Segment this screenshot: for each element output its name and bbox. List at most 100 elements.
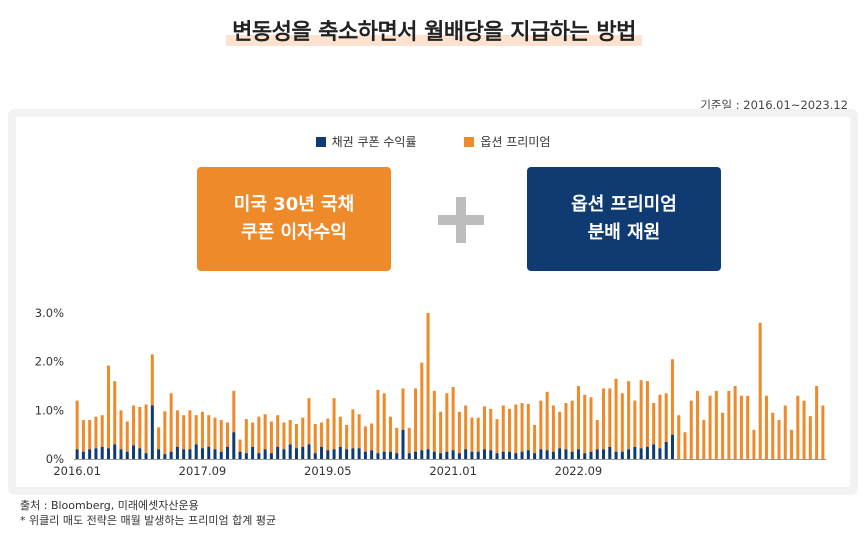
bar-premium xyxy=(790,429,794,459)
bar-coupon xyxy=(451,450,455,459)
bar-premium xyxy=(388,416,392,452)
bar-premium xyxy=(175,410,179,447)
bar-coupon xyxy=(470,451,474,459)
bar-premium xyxy=(482,406,486,450)
bar-premium xyxy=(739,395,743,459)
x-tick-label: 2021.01 xyxy=(429,464,477,478)
legend-item-premium: 옵션 프리미엄 xyxy=(464,133,550,150)
bar-coupon xyxy=(620,451,624,459)
bar-premium xyxy=(564,403,568,450)
bar-premium xyxy=(426,313,430,450)
bar-coupon xyxy=(238,451,242,459)
bar-coupon xyxy=(75,449,79,459)
bar-premium xyxy=(495,419,499,454)
bar-premium xyxy=(232,390,236,433)
bar-premium xyxy=(370,423,374,451)
bar-coupon xyxy=(520,451,524,459)
bar-premium xyxy=(338,416,342,447)
bar-premium xyxy=(445,393,449,452)
bar-premium xyxy=(457,411,461,454)
bar-coupon xyxy=(113,444,117,459)
bar-coupon xyxy=(382,451,386,459)
legend-label-premium: 옵션 프리미엄 xyxy=(480,135,551,149)
coupon-box-line2: 쿠폰 이자수익 xyxy=(241,222,347,243)
legend-swatch-premium xyxy=(464,136,475,147)
bar-coupon xyxy=(132,445,136,459)
bar-coupon xyxy=(664,441,668,459)
bar-premium xyxy=(188,410,192,450)
bar-coupon xyxy=(627,449,631,459)
bar-coupon xyxy=(608,446,612,459)
bar-coupon xyxy=(570,451,574,459)
bar-premium xyxy=(476,417,480,452)
bar-premium xyxy=(633,400,637,447)
bar-coupon xyxy=(301,446,305,459)
bar-premium xyxy=(244,419,248,454)
bar-coupon xyxy=(88,449,92,459)
bar-coupon xyxy=(276,446,280,459)
bar-premium xyxy=(639,380,643,449)
bar-premium xyxy=(219,420,223,452)
bar-premium xyxy=(501,405,505,452)
bar-premium xyxy=(752,429,756,459)
bar-coupon xyxy=(307,444,311,459)
bar-coupon xyxy=(514,453,518,459)
bar-coupon xyxy=(345,449,349,459)
bar-premium xyxy=(627,381,631,450)
bar-coupon xyxy=(464,449,468,459)
bar-premium xyxy=(815,386,819,459)
bar-premium xyxy=(576,386,580,450)
bar-premium xyxy=(620,393,624,452)
legend-swatch-coupon xyxy=(315,136,326,147)
bar-premium xyxy=(113,381,117,445)
stacked-bar-chart: 0% 1.0% 2.0% 3.0% 2016.01 2017.09 2019.05 2021.… xyxy=(35,306,826,478)
bar-premium xyxy=(100,415,104,447)
bar-premium xyxy=(520,403,524,452)
bar-coupon xyxy=(414,451,418,459)
bar-coupon xyxy=(263,449,267,459)
bar-coupon xyxy=(639,448,643,459)
bar-premium xyxy=(351,409,355,449)
bar-premium xyxy=(194,415,198,445)
bar-premium xyxy=(81,420,85,452)
bar-premium xyxy=(764,395,768,459)
bar-premium xyxy=(382,393,386,452)
bar-premium xyxy=(357,414,361,449)
bar-coupon xyxy=(583,453,587,459)
bar-coupon xyxy=(188,449,192,459)
bar-coupon xyxy=(294,448,298,459)
bar-premium xyxy=(708,395,712,459)
bar-coupon xyxy=(652,444,656,459)
bar-premium xyxy=(106,365,110,449)
bar-coupon xyxy=(445,451,449,459)
bar-premium xyxy=(320,422,324,447)
bar-premium xyxy=(150,354,154,406)
bar-coupon xyxy=(157,449,161,459)
bar-premium xyxy=(345,424,349,450)
bar-premium xyxy=(783,405,787,459)
bar-coupon xyxy=(182,449,186,459)
bar-coupon xyxy=(119,449,123,459)
bar-coupon xyxy=(551,451,555,459)
bar-premium xyxy=(802,400,806,459)
bar-premium xyxy=(144,404,148,454)
bar-premium xyxy=(696,390,700,459)
bar-coupon xyxy=(533,453,537,459)
bar-coupon xyxy=(351,448,355,459)
bar-premium xyxy=(363,426,367,452)
bar-premium xyxy=(138,406,142,449)
bar-premium xyxy=(332,398,336,450)
bar-premium xyxy=(407,427,411,454)
bar-premium xyxy=(226,422,230,447)
bar-premium xyxy=(238,439,242,452)
bar-coupon xyxy=(357,448,361,459)
bar-coupon xyxy=(589,451,593,459)
bar-premium xyxy=(313,423,317,454)
bar-coupon xyxy=(489,450,493,459)
bar-premium xyxy=(689,400,693,459)
bar-coupon xyxy=(81,451,85,459)
bar-premium xyxy=(677,415,681,459)
bar-premium xyxy=(432,390,436,452)
premium-box-line2: 분배 재원 xyxy=(587,222,661,243)
bar-coupon xyxy=(169,451,173,459)
